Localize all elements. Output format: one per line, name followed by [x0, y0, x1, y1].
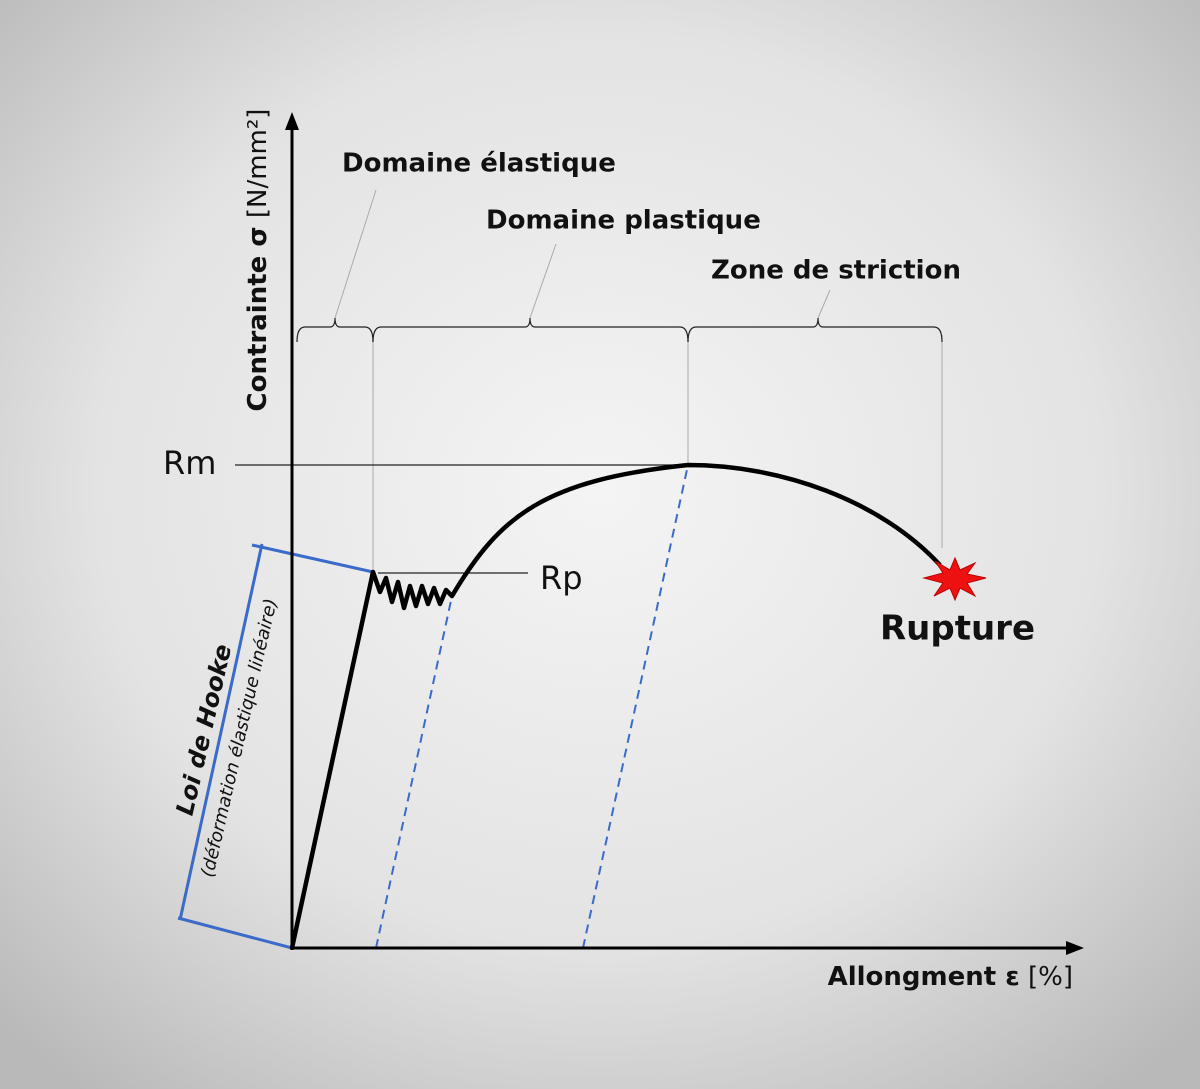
unload-lines	[375, 464, 689, 949]
y-arrow	[285, 112, 299, 130]
x-axis-unit: [%]	[1028, 962, 1073, 992]
guides	[334, 189, 943, 572]
hooke-bracket	[177, 543, 374, 950]
x-axis-title: Allongment ε	[828, 962, 1020, 992]
y-axis-label: Contrainte σ [N/mm²]	[243, 109, 273, 412]
rupture-label: Rupture	[880, 609, 1035, 649]
zone-label: Domaine élastique	[342, 149, 616, 179]
axes	[290, 125, 1072, 950]
zone-label: Zone de striction	[711, 256, 961, 286]
braces	[296, 317, 943, 343]
x-axis-label: Allongment ε [%]	[828, 962, 1073, 992]
stress-strain-curve	[289, 462, 942, 949]
rupture-star	[922, 556, 987, 602]
y-axis-title: Contrainte σ	[243, 226, 273, 411]
rm-label: Rm	[163, 444, 216, 482]
zone-label: Domaine plastique	[486, 206, 761, 236]
y-axis-unit: [N/mm²]	[243, 109, 273, 219]
rp-label: Rp	[540, 559, 583, 597]
x-arrow	[1066, 941, 1084, 955]
